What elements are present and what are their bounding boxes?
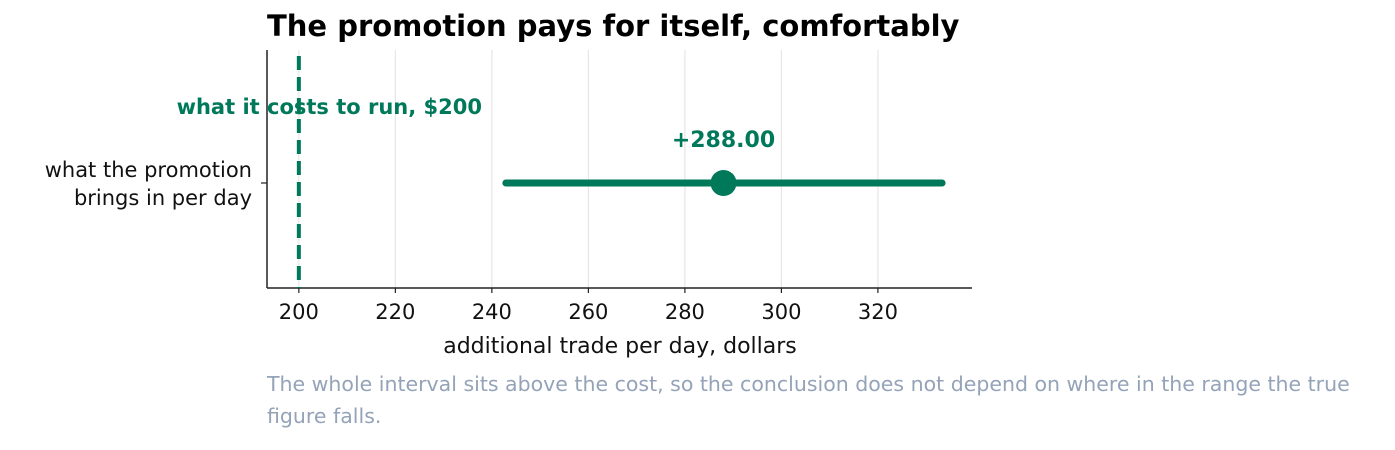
x-tick-label: 200 [279, 300, 319, 324]
point [710, 170, 737, 196]
x-tick-label: 320 [858, 300, 898, 324]
x-tick-label: 260 [568, 300, 608, 324]
footnote: The whole interval sits above the cost, … [267, 372, 1350, 428]
x-tick-label: 280 [665, 300, 705, 324]
y-tick-label: what the promotion brings in per day [44, 158, 252, 210]
chart-title: The promotion pays for itself, comfortab… [267, 9, 960, 43]
x-tick-label: 220 [375, 300, 415, 324]
x-axis-label: additional trade per day, dollars [443, 334, 797, 359]
value-label: +288.00 [672, 128, 775, 153]
x-tick-label: 300 [761, 300, 801, 324]
reference-label: what it costs to run, $200 [177, 95, 482, 119]
x-tick-label: 240 [472, 300, 512, 324]
